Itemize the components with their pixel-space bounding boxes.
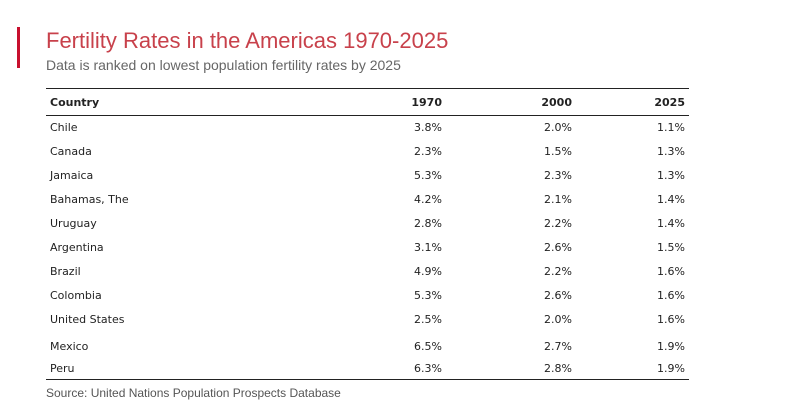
country-cell: United States <box>50 313 125 326</box>
country-cell: Uruguay <box>50 217 97 230</box>
value-2000-cell: 2.1% <box>544 193 572 206</box>
value-1970-cell: 3.1% <box>414 241 442 254</box>
value-2000-cell: 2.2% <box>544 265 572 278</box>
value-1970-cell: 2.3% <box>414 145 442 158</box>
chart-subtitle: Data is ranked on lowest population fert… <box>46 57 401 73</box>
country-cell: Colombia <box>50 289 102 302</box>
country-cell: Argentina <box>50 241 104 254</box>
table-row: Colombia 5.3% 2.6% 1.6% <box>46 284 689 308</box>
value-2000-cell: 2.2% <box>544 217 572 230</box>
value-2000-cell: 2.0% <box>544 121 572 135</box>
country-cell: Canada <box>50 145 92 158</box>
value-1970-cell: 6.5% <box>414 340 442 353</box>
table-row: Canada 2.3% 1.5% 1.3% <box>46 140 689 164</box>
value-2025-cell: 1.3% <box>657 169 685 182</box>
table-row: Brazil 4.9% 2.2% 1.6% <box>46 260 689 284</box>
value-2000-cell: 2.3% <box>544 169 572 182</box>
table-row: Peru 6.3% 2.8% 1.9% <box>46 359 689 380</box>
title-accent-bar <box>17 27 20 68</box>
table-header-row: Country 1970 2000 2025 <box>46 88 689 116</box>
country-cell: Chile <box>50 121 78 135</box>
value-1970-cell: 5.3% <box>414 289 442 302</box>
value-2025-cell: 1.9% <box>657 340 685 353</box>
value-1970-cell: 2.8% <box>414 217 442 230</box>
value-2000-cell: 1.5% <box>544 145 572 158</box>
table-row: Mexico 6.5% 2.7% 1.9% <box>46 332 689 359</box>
value-2025-cell: 1.9% <box>657 362 685 376</box>
table-row: Bahamas, The 4.2% 2.1% 1.4% <box>46 188 689 212</box>
value-1970-cell: 3.8% <box>414 121 442 135</box>
table-row: Jamaica 5.3% 2.3% 1.3% <box>46 164 689 188</box>
value-2000-cell: 2.6% <box>544 241 572 254</box>
value-2000-cell: 2.8% <box>544 362 572 376</box>
column-header-1970: 1970 <box>411 95 442 109</box>
column-header-country: Country <box>50 95 100 109</box>
fertility-table: Country 1970 2000 2025 Chile 3.8% 2.0% 1.1%… <box>46 88 689 380</box>
value-2000-cell: 2.6% <box>544 289 572 302</box>
table-row: Argentina 3.1% 2.6% 1.5% <box>46 236 689 260</box>
country-cell: Mexico <box>50 340 89 353</box>
value-2025-cell: 1.5% <box>657 241 685 254</box>
country-cell: Brazil <box>50 265 81 278</box>
country-cell: Bahamas, The <box>50 193 129 206</box>
value-1970-cell: 4.9% <box>414 265 442 278</box>
table-row: Uruguay 2.8% 2.2% 1.4% <box>46 212 689 236</box>
value-1970-cell: 4.2% <box>414 193 442 206</box>
source-note: Source: United Nations Population Prospe… <box>46 386 341 400</box>
column-header-2025: 2025 <box>654 95 685 109</box>
table-row: United States 2.5% 2.0% 1.6% <box>46 308 689 332</box>
value-2025-cell: 1.4% <box>657 193 685 206</box>
table-row: Chile 3.8% 2.0% 1.1% <box>46 116 689 140</box>
table-body: Chile 3.8% 2.0% 1.1% Canada 2.3% 1.5% 1.3% Jamai… <box>46 116 689 380</box>
country-cell: Jamaica <box>50 169 94 182</box>
value-2025-cell: 1.6% <box>657 265 685 278</box>
value-2025-cell: 1.6% <box>657 313 685 326</box>
value-2025-cell: 1.3% <box>657 145 685 158</box>
value-2025-cell: 1.6% <box>657 289 685 302</box>
column-header-2000: 2000 <box>541 95 572 109</box>
value-1970-cell: 5.3% <box>414 169 442 182</box>
value-1970-cell: 6.3% <box>414 362 442 376</box>
value-2025-cell: 1.1% <box>657 121 685 135</box>
country-cell: Peru <box>50 362 75 376</box>
value-2000-cell: 2.0% <box>544 313 572 326</box>
value-1970-cell: 2.5% <box>414 313 442 326</box>
fertility-table-container: Country 1970 2000 2025 Chile 3.8% 2.0% 1.1%… <box>46 88 689 380</box>
value-2000-cell: 2.7% <box>544 340 572 353</box>
chart-title: Fertility Rates in the Americas 1970-202… <box>46 28 449 53</box>
value-2025-cell: 1.4% <box>657 217 685 230</box>
